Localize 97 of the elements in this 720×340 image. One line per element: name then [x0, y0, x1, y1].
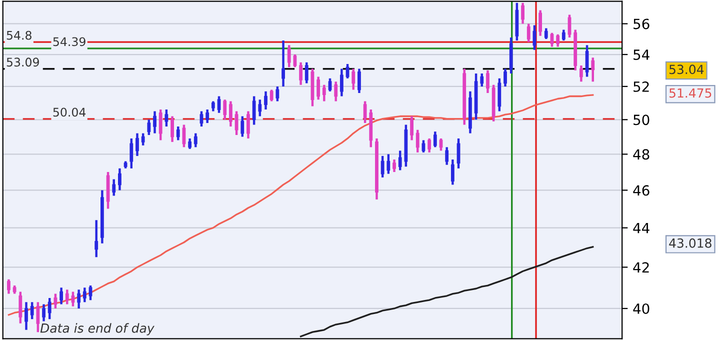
candlestick [380, 154, 384, 179]
candlestick [246, 110, 250, 140]
candlestick [526, 22, 530, 44]
y-tick-label: 46 [633, 185, 650, 196]
candlestick [82, 286, 86, 304]
candlestick [398, 150, 402, 172]
candlestick [200, 110, 204, 128]
candlestick [358, 68, 361, 94]
candlestick [445, 146, 449, 166]
line-series [300, 246, 594, 338]
candlestick [112, 178, 116, 197]
candlestick [550, 32, 554, 48]
ref-line-label: 53.09 [6, 58, 39, 67]
candlestick [206, 108, 210, 124]
candlestick [304, 61, 308, 84]
y-tick-label: 40 [633, 303, 650, 314]
candlestick [88, 284, 92, 302]
candlestick [234, 110, 238, 136]
candlestick [36, 301, 40, 334]
candlestick [328, 77, 332, 92]
candlestick [194, 132, 198, 148]
candlestick [450, 158, 454, 186]
candlestick [544, 27, 548, 40]
candlestick [486, 69, 490, 94]
candlestick [562, 28, 566, 42]
y-tick-label: 48 [633, 149, 650, 160]
candlestick [270, 88, 274, 102]
candlestick [164, 108, 168, 128]
candlestick [94, 219, 98, 258]
candlestick [363, 100, 367, 124]
candlestick [130, 137, 134, 170]
candlestick [340, 68, 344, 98]
y-tick-label: 52 [634, 81, 649, 92]
candlestick [77, 288, 81, 310]
candlestick [504, 68, 507, 88]
candlestick [392, 158, 396, 174]
candlestick [556, 33, 560, 48]
y-tick-label: 56 [634, 18, 650, 30]
candlestick [433, 130, 437, 148]
candlestick [334, 80, 338, 102]
candlestick [136, 132, 139, 158]
candlestick [252, 95, 256, 126]
candlestick [30, 301, 34, 320]
candlestick [480, 72, 484, 88]
candlestick [60, 286, 63, 306]
candlestick [428, 137, 432, 154]
candlestick [591, 56, 595, 83]
ref-line-label: 54.8 [6, 30, 32, 40]
candlestick [141, 132, 145, 147]
candlestick [276, 85, 280, 102]
candlestick [153, 110, 156, 134]
ref-line-label: 50.04 [53, 108, 86, 117]
candlestick [346, 62, 350, 80]
candlestick [386, 153, 390, 175]
y-tick-label: 50 [634, 114, 650, 126]
candlestick [498, 77, 502, 112]
candlestick [240, 115, 244, 138]
candlestick [585, 44, 589, 78]
candlestick [316, 76, 320, 101]
y-tick-label: 42 [633, 262, 649, 272]
candlestick [299, 61, 302, 86]
y-tick-label: 54 [634, 50, 650, 60]
candlestick [147, 118, 151, 136]
candlestick [223, 98, 227, 121]
text: 53.04 [669, 64, 704, 74]
candlestick [65, 288, 69, 306]
candlestick [322, 84, 326, 102]
ref-line-label: 54.39 [53, 37, 86, 46]
candlestick [579, 64, 583, 83]
candlestick [287, 44, 291, 68]
candlestick [258, 98, 262, 118]
candlestick [521, 2, 524, 25]
candlestick [158, 108, 162, 142]
candlestick [118, 167, 122, 192]
text: 43.018 [669, 238, 712, 248]
candlestick [170, 115, 174, 144]
candlestick [217, 95, 221, 114]
text: 51.475 [669, 88, 712, 98]
annotation: Data is end of day [40, 323, 154, 336]
candlestick [42, 303, 46, 322]
candlestick [48, 296, 52, 320]
candlestick [18, 290, 22, 325]
candlestick [282, 39, 285, 88]
candlestick [538, 9, 542, 38]
candlestick [264, 90, 268, 111]
candlestick [293, 53, 297, 68]
y-tick-label: 44 [633, 222, 650, 234]
candlestick [410, 115, 414, 142]
candlestick [24, 301, 28, 332]
candlestick [352, 68, 356, 91]
candlestick [188, 137, 192, 150]
candlestick [182, 124, 186, 148]
candlestick [228, 100, 232, 128]
candlestick [176, 125, 180, 142]
candlestick [416, 128, 420, 154]
candlestick [7, 278, 10, 295]
candlestick [211, 100, 215, 112]
